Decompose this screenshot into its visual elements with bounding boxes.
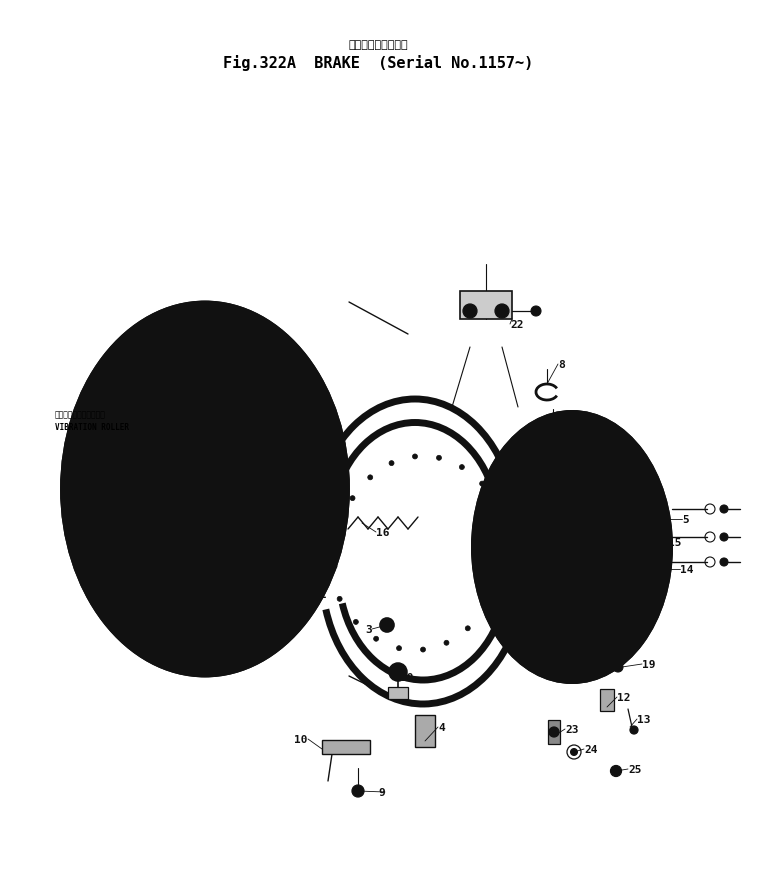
Bar: [322, 740, 370, 754]
Text: 9: 9: [378, 787, 385, 797]
Text: 8: 8: [558, 360, 565, 369]
Ellipse shape: [472, 412, 672, 683]
Text: VIBRATION ROLLER: VIBRATION ROLLER: [55, 423, 129, 432]
Text: 18: 18: [282, 456, 296, 467]
Bar: [548, 720, 560, 744]
Circle shape: [483, 605, 488, 610]
Ellipse shape: [186, 461, 230, 517]
Circle shape: [596, 467, 603, 474]
Circle shape: [559, 469, 565, 475]
Circle shape: [549, 727, 559, 737]
Circle shape: [331, 489, 337, 495]
Circle shape: [337, 522, 342, 527]
Circle shape: [610, 766, 621, 777]
Circle shape: [380, 618, 394, 633]
Circle shape: [374, 636, 378, 641]
Bar: [415, 715, 435, 747]
Circle shape: [510, 580, 517, 587]
Circle shape: [384, 622, 391, 629]
Circle shape: [337, 597, 342, 601]
Circle shape: [720, 534, 728, 541]
Circle shape: [630, 518, 637, 525]
Circle shape: [531, 307, 541, 316]
Circle shape: [194, 461, 202, 470]
Bar: [388, 687, 408, 700]
Circle shape: [354, 620, 358, 625]
Circle shape: [389, 663, 407, 681]
Text: 13: 13: [637, 714, 650, 724]
Text: 20: 20: [400, 673, 413, 682]
Circle shape: [459, 465, 464, 470]
Text: 16: 16: [376, 527, 390, 537]
Text: ブレーキ（適用号機: ブレーキ（適用号機: [348, 40, 408, 50]
Text: 5: 5: [682, 514, 689, 524]
Text: 11: 11: [251, 574, 265, 584]
Circle shape: [437, 455, 441, 461]
Text: 12: 12: [617, 693, 631, 702]
Text: Fig.322A  BRAKE  (Serial No.1157~): Fig.322A BRAKE (Serial No.1157~): [223, 55, 533, 71]
Circle shape: [275, 573, 285, 582]
Text: 7: 7: [562, 428, 569, 437]
Circle shape: [544, 465, 551, 472]
Circle shape: [301, 594, 307, 600]
Ellipse shape: [174, 447, 242, 532]
Circle shape: [630, 570, 637, 577]
Circle shape: [368, 475, 372, 481]
Ellipse shape: [531, 492, 613, 603]
Text: 17: 17: [333, 474, 347, 484]
Text: 2: 2: [165, 616, 172, 627]
Circle shape: [613, 662, 623, 673]
Circle shape: [308, 475, 326, 494]
Circle shape: [389, 461, 394, 466]
Text: 3: 3: [365, 624, 372, 634]
Circle shape: [509, 512, 516, 519]
Text: ハイブレーションローラ: ハイブレーションローラ: [55, 410, 106, 419]
Text: 24: 24: [584, 744, 597, 754]
Circle shape: [466, 626, 470, 631]
Circle shape: [630, 726, 638, 734]
Text: 14: 14: [680, 564, 693, 574]
Circle shape: [313, 481, 321, 488]
Circle shape: [221, 472, 229, 480]
Circle shape: [463, 305, 477, 319]
Circle shape: [571, 748, 578, 756]
Bar: [460, 292, 512, 320]
Text: 25: 25: [628, 764, 641, 774]
Text: 19: 19: [642, 660, 656, 669]
Text: 23: 23: [565, 724, 578, 734]
Circle shape: [187, 499, 195, 507]
Circle shape: [421, 647, 425, 653]
Circle shape: [496, 579, 501, 584]
Circle shape: [480, 481, 484, 487]
Circle shape: [352, 785, 364, 797]
Circle shape: [495, 305, 509, 319]
Text: 21: 21: [313, 589, 326, 600]
Circle shape: [548, 442, 558, 453]
Text: 4: 4: [438, 722, 445, 733]
Ellipse shape: [77, 323, 333, 655]
Circle shape: [720, 506, 728, 514]
Circle shape: [496, 504, 501, 509]
Circle shape: [397, 646, 401, 651]
Bar: [600, 689, 614, 711]
Circle shape: [720, 559, 728, 567]
Circle shape: [413, 454, 417, 460]
Circle shape: [297, 590, 311, 604]
Text: 6: 6: [573, 462, 580, 473]
Ellipse shape: [521, 479, 623, 616]
Ellipse shape: [61, 302, 349, 677]
Text: 15: 15: [668, 537, 681, 547]
Text: 22: 22: [510, 320, 524, 329]
Circle shape: [599, 619, 606, 626]
Ellipse shape: [163, 434, 253, 546]
Circle shape: [350, 496, 355, 501]
Circle shape: [549, 625, 556, 632]
Circle shape: [328, 487, 340, 499]
Text: 10: 10: [294, 734, 308, 744]
Circle shape: [214, 509, 222, 517]
Circle shape: [444, 640, 449, 646]
